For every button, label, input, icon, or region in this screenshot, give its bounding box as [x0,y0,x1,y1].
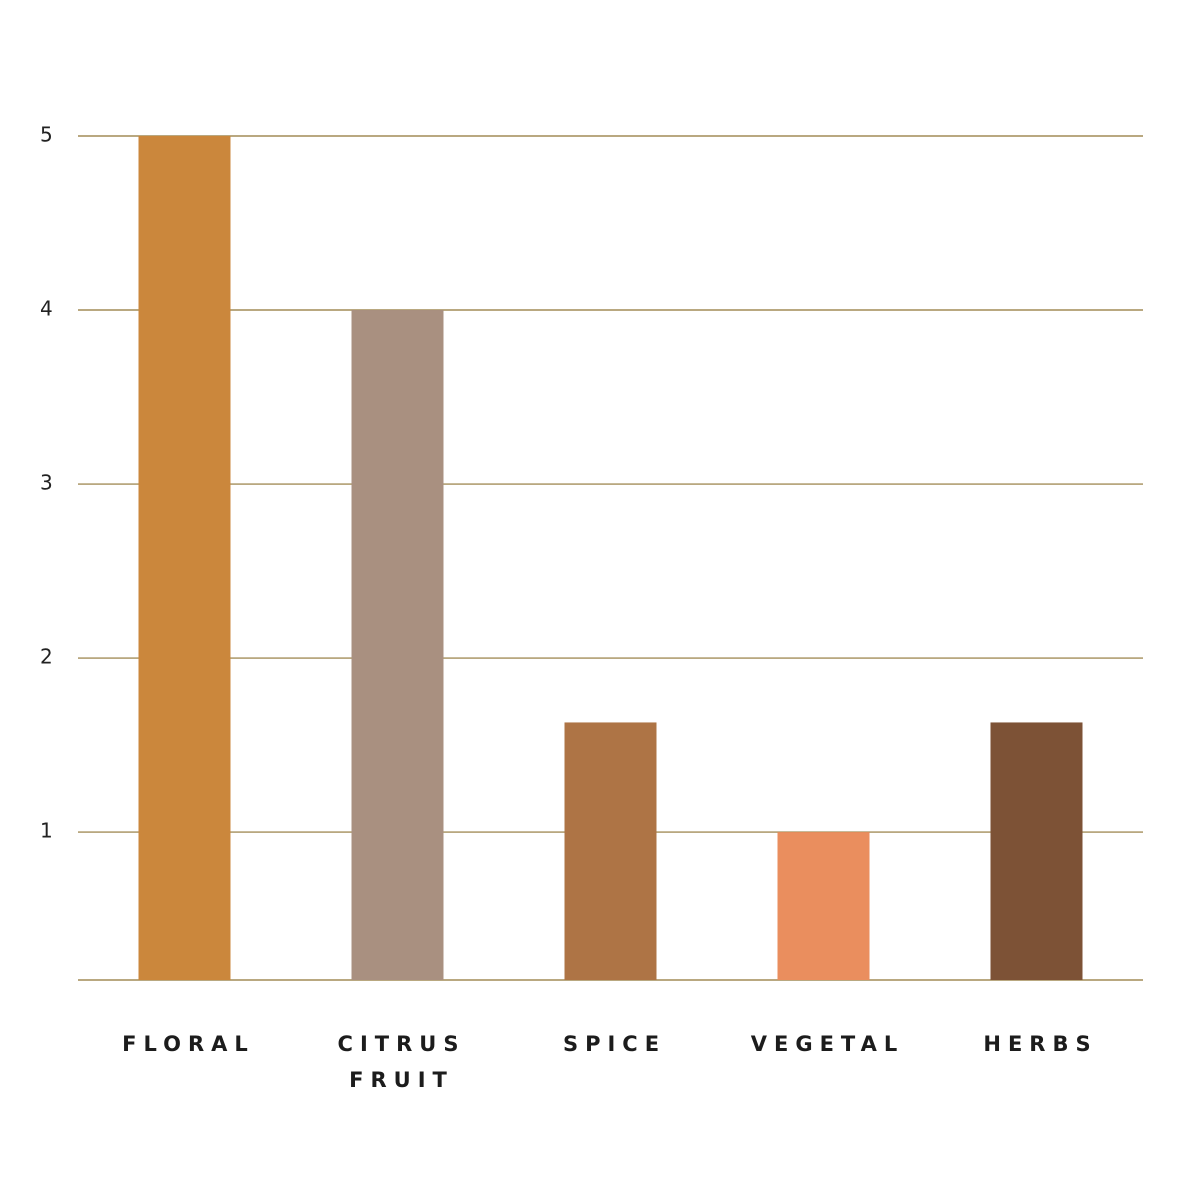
x-tick-label: VEGETAL [750,1032,905,1056]
x-tick-label: HERBS [983,1032,1098,1056]
x-tick-label: FLORAL [122,1032,255,1056]
y-tick-label: 5 [40,123,53,147]
y-tick-label: 2 [40,645,53,669]
bar [990,722,1083,980]
bar [564,722,657,980]
bar [351,310,444,980]
x-tick-label: SPICE [562,1032,667,1056]
y-tick-label: 3 [40,471,53,495]
y-tick-label: 4 [40,297,53,321]
y-tick-label: 1 [40,819,53,843]
x-tick-label: CITRUS FRUIT [337,1032,466,1092]
bar [138,136,231,980]
bar [777,832,870,980]
